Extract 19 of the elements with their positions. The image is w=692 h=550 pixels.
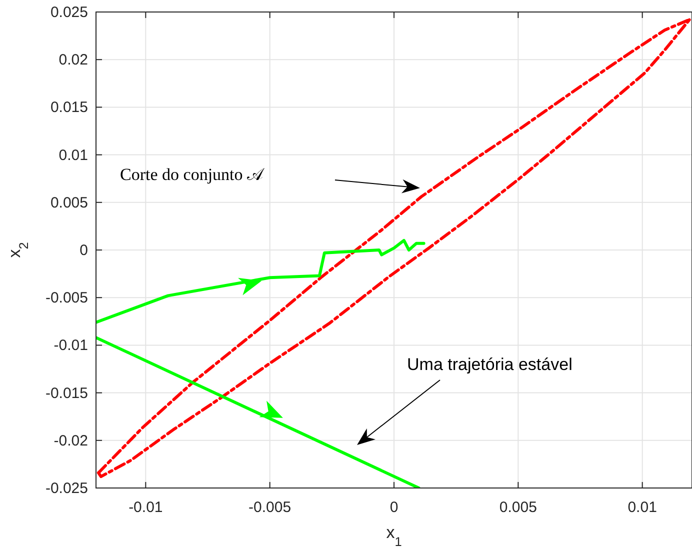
- y-tick-label: 0: [80, 242, 88, 259]
- y-tick-label: -0.005: [45, 290, 88, 307]
- y-tick-label: -0.015: [45, 384, 88, 402]
- y-tick-label: 0.025: [50, 4, 88, 21]
- y-tick-label: -0.01: [54, 337, 88, 354]
- y-tick-label: -0.025: [45, 480, 88, 497]
- y-tick-label: 0.02: [58, 52, 88, 69]
- y-tick-label: -0.02: [54, 432, 88, 450]
- annotation: Corte do conjunto 𝒜: [120, 165, 266, 184]
- y-tick-label: 0.005: [50, 194, 88, 212]
- y-tick-label: 0.01: [58, 146, 88, 164]
- x-tick-label: 0.01: [628, 499, 657, 516]
- x-tick-label: -0.01: [128, 499, 163, 516]
- x-tick-label: -0.005: [248, 499, 292, 516]
- annotation: Uma trajetória estável: [407, 355, 572, 374]
- x-axis-title: x$_{1}$: [386, 523, 402, 548]
- x-tick-label: 0: [390, 499, 398, 516]
- x-tick-label: 0.005: [499, 499, 537, 516]
- y-tick-label: 0.015: [50, 99, 88, 116]
